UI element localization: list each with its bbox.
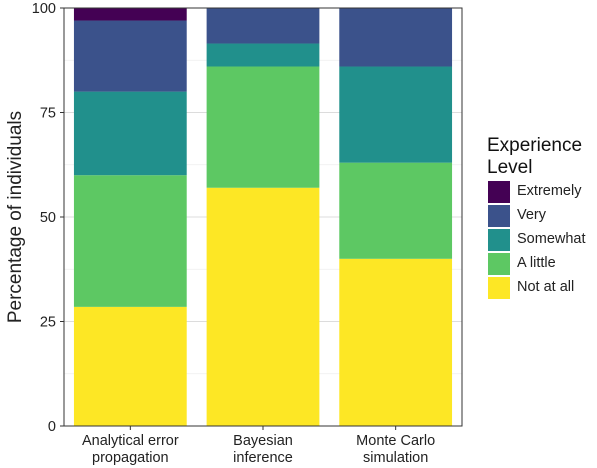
- x-tick-label-line: Bayesian: [233, 433, 293, 449]
- legend-swatch-a-little: [488, 253, 510, 275]
- legend-title: Experience Level: [487, 135, 595, 179]
- y-tick-label: 100: [32, 1, 56, 17]
- bar-segment-very-2: [206, 8, 320, 44]
- legend-label-extremely: Extremely: [517, 183, 582, 199]
- legend-label-very: Very: [517, 207, 547, 223]
- x-tick-label-line: Analytical error: [82, 433, 179, 449]
- x-tick-label-line: propagation: [92, 450, 169, 466]
- legend-swatch-extremely: [488, 181, 510, 203]
- y-tick-label: 50: [40, 210, 56, 226]
- x-tick-label: Monte Carlo simulation: [356, 433, 435, 466]
- bar-segment-somewhat-3: [339, 66, 453, 163]
- legend-label-not-at-all: Not at all: [517, 279, 575, 295]
- x-tick-label: Analytical error propagation: [82, 433, 179, 466]
- x-tick-label-line: inference: [233, 450, 293, 466]
- legend-title-line-2: Level: [487, 157, 533, 178]
- legend-item-somewhat: Somewhat: [487, 229, 595, 253]
- legend: Experience Level Extremely Very Somewhat…: [487, 135, 595, 301]
- bar-segment-not-at-all-3: [339, 258, 453, 426]
- y-tick-label: 0: [48, 419, 56, 435]
- bar-segment-a-little-2: [206, 66, 320, 188]
- y-tick-label: 25: [40, 315, 56, 331]
- bar-segment-a-little-3: [339, 162, 453, 259]
- bar-segment-very-1: [73, 20, 187, 92]
- legend-item-a-little: A little: [487, 253, 595, 277]
- legend-label-somewhat: Somewhat: [517, 231, 586, 247]
- legend-swatch-not-at-all: [488, 277, 510, 299]
- y-tick-label: 75: [40, 106, 56, 122]
- bar-segment-not-at-all-1: [73, 306, 187, 426]
- legend-title-line-1: Experience: [487, 135, 583, 156]
- bar-segment-somewhat-2: [206, 43, 320, 67]
- bar-segment-somewhat-1: [73, 91, 187, 176]
- x-tick-label: Bayesian inference: [233, 433, 293, 466]
- legend-swatch-very: [488, 205, 510, 227]
- x-tick-label-line: simulation: [363, 450, 428, 466]
- bar-segment-extremely-1: [73, 8, 187, 21]
- legend-item-not-at-all: Not at all: [487, 277, 595, 301]
- y-axis-label: Percentage of individuals: [5, 111, 26, 323]
- bar-segment-very-3: [339, 8, 453, 67]
- x-tick-label-line: Monte Carlo: [356, 433, 435, 449]
- legend-label-a-little: A little: [517, 255, 556, 271]
- bar-segment-not-at-all-2: [206, 187, 320, 426]
- legend-item-extremely: Extremely: [487, 181, 595, 205]
- bar-segment-a-little-1: [73, 175, 187, 307]
- legend-swatch-somewhat: [488, 229, 510, 251]
- legend-item-very: Very: [487, 205, 595, 229]
